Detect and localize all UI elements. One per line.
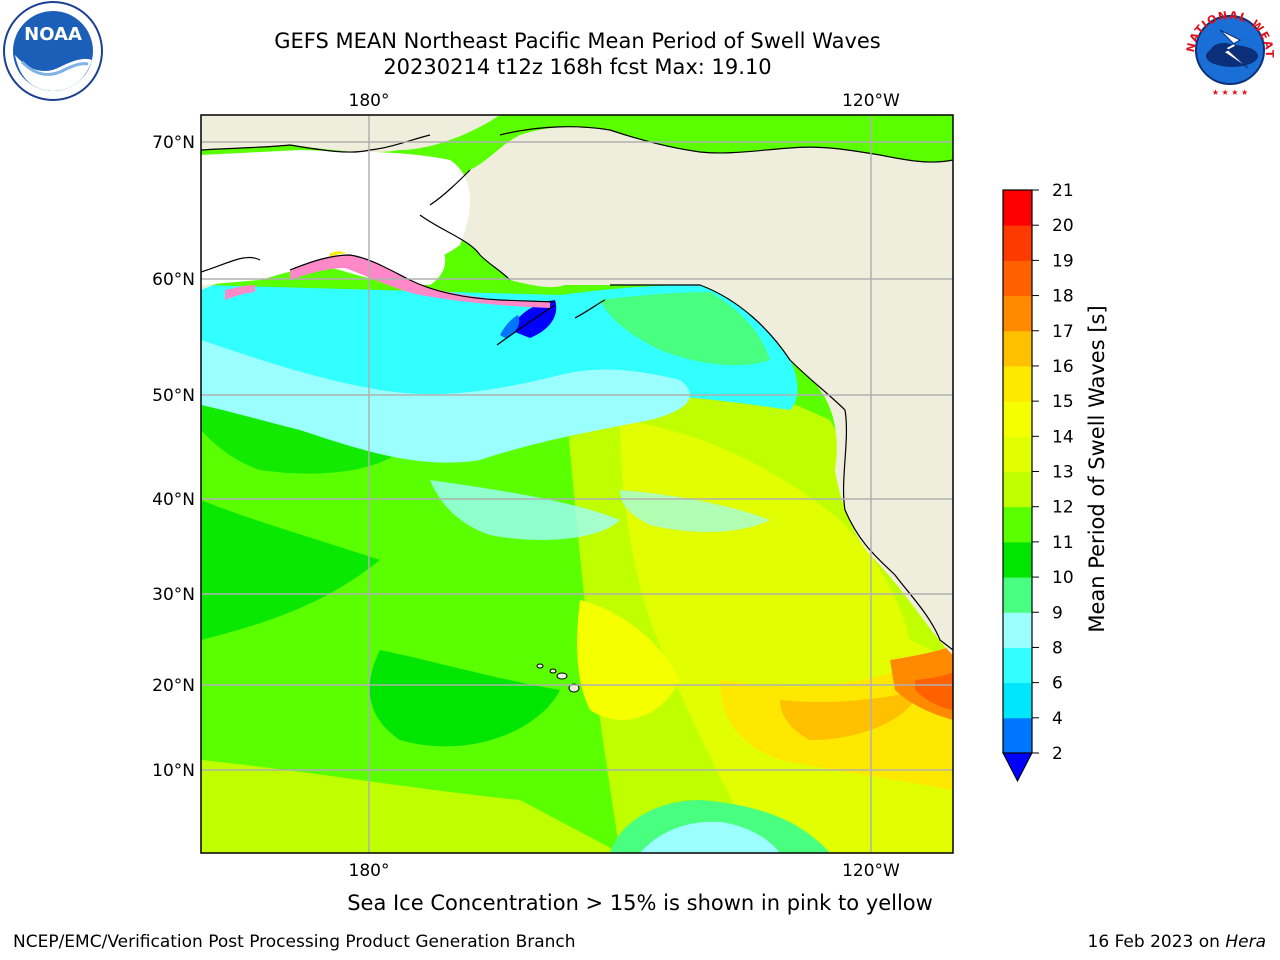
colorbar-level-20-21	[1003, 190, 1032, 226]
colorbar-tick-label: 17	[1052, 322, 1074, 342]
lat-label-40n: 40°N	[152, 490, 195, 510]
svg-text:NOAA: NOAA	[24, 24, 82, 45]
lat-label-20n: 20°N	[152, 676, 195, 696]
colorbar: 21 20 19 18 17 16 15 14 13 12 11 10 9 8 6 4 2	[1002, 181, 1074, 783]
colorbar-level-19-20	[1003, 225, 1032, 261]
date-text: 16 Feb 2023 on	[1087, 932, 1226, 952]
colorbar-level-8-9	[1003, 612, 1032, 648]
colorbar-level-4-6	[1003, 682, 1032, 719]
hawaii-islands	[536, 663, 580, 693]
coastlines	[201, 126, 953, 651]
colorbar-level-2-4	[1003, 717, 1032, 754]
gridlines	[201, 115, 953, 853]
sea-ice-note: Sea Ice Concentration > 15% is shown in …	[347, 891, 933, 915]
colorbar-tick-label: 10	[1052, 568, 1074, 588]
lat-label-10n: 10°N	[152, 761, 195, 781]
colorbar-tick-label: 15	[1052, 392, 1074, 412]
noaa-logo-icon: NOAA	[3, 1, 103, 101]
chart-title: GEFS MEAN Northeast Pacific Mean Period …	[274, 29, 881, 53]
host-name: Hera	[1225, 932, 1266, 952]
colorbar-level-15-16	[1003, 365, 1032, 402]
colorbar-under-triangle	[1002, 752, 1033, 783]
colorbar-level-9-10	[1003, 577, 1032, 613]
colorbar-tick-label: 13	[1052, 463, 1074, 483]
colorbar-tick-label: 20	[1052, 216, 1074, 236]
colorbar-tick-label: 14	[1052, 427, 1074, 447]
lat-label-30n: 30°N	[152, 585, 195, 605]
colorbar-level-17-18	[1003, 295, 1032, 332]
credit-line: NCEP/EMC/Verification Post Processing Pr…	[13, 932, 576, 952]
svg-text:★ ★ ★ ★: ★ ★ ★ ★	[1212, 88, 1248, 97]
colorbar-tick-label: 8	[1052, 638, 1063, 658]
national-weather-service-logo-icon: NATIONAL WEATHER SERVICE ★ ★ ★ ★	[1180, 0, 1278, 98]
colorbar-tick-label: 12	[1052, 498, 1074, 518]
colorbar-tick-label: 11	[1052, 533, 1074, 553]
colorbar-tick-label: 18	[1052, 287, 1074, 307]
map-frame	[200, 114, 954, 854]
chart-subtitle: 20230214 t12z 168h fcst Max: 19.10	[383, 55, 772, 79]
lat-label-50n: 50°N	[152, 386, 195, 406]
colorbar-level-10-11	[1003, 541, 1032, 578]
colorbar-tick-label: 6	[1052, 674, 1063, 694]
colorbar-tick-label: 19	[1052, 251, 1074, 271]
colorbar-tick-label: 21	[1052, 181, 1074, 201]
colorbar-level-13-14	[1003, 436, 1032, 472]
swell-period-field	[201, 115, 953, 853]
colorbar-tick-label: 16	[1052, 357, 1074, 377]
colorbar-level-6-8	[1003, 647, 1032, 684]
lon-label-bottom-180: 180°	[349, 861, 390, 881]
colorbar-tick-label: 9	[1052, 603, 1063, 623]
colorbar-level-16-17	[1003, 330, 1032, 367]
colorbar-level-11-12	[1003, 506, 1032, 543]
colorbar-level-12-13	[1003, 471, 1032, 508]
lat-label-60n: 60°N	[152, 270, 195, 290]
colorbar-tick-label: 4	[1052, 709, 1063, 729]
lat-label-70n: 70°N	[152, 133, 195, 153]
lon-label-bottom-120w: 120°W	[842, 861, 900, 881]
colorbar-tick-label: 2	[1052, 744, 1063, 764]
date-stamp: 16 Feb 2023 on Hera	[1088, 932, 1266, 952]
lon-label-top-120w: 120°W	[842, 91, 900, 111]
colorbar-level-18-19	[1003, 260, 1032, 297]
lon-label-top-180: 180°	[349, 91, 390, 111]
colorbar-level-14-15	[1003, 401, 1032, 437]
